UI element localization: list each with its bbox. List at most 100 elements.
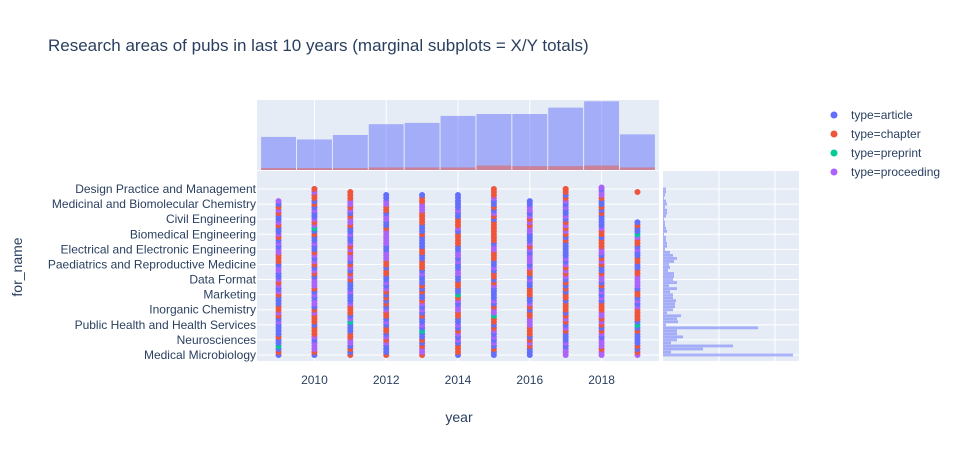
legend-marker (831, 112, 838, 119)
legend-marker (831, 150, 838, 157)
marginal-y-bar (663, 339, 677, 342)
marginal-y-bar (663, 191, 666, 194)
marginal-y-bar (663, 245, 667, 248)
marginal-y-bar (663, 224, 665, 227)
marginal-y-bar (663, 263, 669, 266)
marginal-y-bar (663, 206, 665, 209)
marginal-y-bar (663, 239, 666, 242)
marginal-x-bar-article (476, 114, 511, 170)
x-tick-label: 2014 (445, 373, 472, 387)
marginal-x-bar-article (584, 101, 619, 170)
marginal-y-bar (663, 221, 665, 224)
marginal-x-bar-chapter (333, 168, 368, 170)
data-point (455, 192, 461, 198)
marginal-y-bar (663, 287, 677, 290)
marginal-y-bar (663, 248, 665, 251)
chart-title: Research areas of pubs in last 10 years … (48, 36, 589, 55)
marginal-x-bar-article (441, 116, 476, 170)
marginal-y-bar (663, 188, 666, 191)
marginal-y-bar (663, 345, 733, 348)
marginal-y-bar (663, 314, 681, 317)
marginal-y-bar (663, 257, 677, 260)
marginal-y-bar (663, 200, 666, 203)
marginal-y-bar (663, 278, 673, 281)
marginal-x-bar-article (548, 108, 583, 170)
marginal-y-bar (663, 351, 671, 354)
marginal-x-bar-chapter (512, 166, 547, 170)
legend: type=article type=chapter type=preprint typ… (831, 108, 941, 179)
marginal-y-bar (663, 302, 675, 305)
marginal-x-bar-article (369, 124, 404, 170)
marginal-y-bar (663, 335, 683, 338)
data-point (491, 186, 497, 192)
legend-marker (831, 169, 838, 176)
x-axis-ticks: 2010 2012 2014 2016 2018 (301, 373, 615, 387)
marginal-y-bar (663, 317, 677, 320)
marginal-y-bar (663, 242, 667, 245)
marginal-y-bar (663, 332, 677, 335)
data-point (311, 186, 317, 192)
marginal-y-bar (663, 299, 676, 302)
y-tick-label: Public Health and Health Services (75, 318, 256, 332)
marginal-x-bar-article (620, 134, 655, 170)
y-tick-label: Electrical and Electronic Engineering (61, 242, 256, 256)
marginal-y-bar (663, 342, 671, 345)
y-tick-label: Neurosciences (177, 333, 256, 347)
data-point (634, 219, 640, 225)
marginal-y-bar (663, 236, 666, 239)
x-tick-label: 2016 (516, 373, 543, 387)
y-tick-label: Civil Engineering (166, 212, 256, 226)
marginal-x-bar-article (261, 137, 296, 170)
data-point (419, 192, 425, 198)
marginal-x-bar-chapter (369, 167, 404, 170)
marginal-y-bar (663, 311, 667, 314)
marginal-y-bar (663, 284, 669, 287)
data-point (599, 184, 605, 190)
marginal-y-bar (663, 354, 793, 357)
x-tick-label: 2010 (301, 373, 328, 387)
marginal-y-bar (663, 197, 664, 200)
marginal-x-bar-chapter (548, 166, 583, 170)
marginal-y-bar (663, 320, 678, 323)
y-axis-ticks: Design Practice and ManagementMedicinal … (48, 182, 257, 362)
legend-label: type=proceeding (851, 165, 940, 179)
legend-label: type=preprint (851, 146, 922, 160)
marginal-x-bar-article (297, 139, 332, 170)
marginal-y-bar (663, 212, 667, 215)
data-point (383, 192, 389, 198)
legend-marker (831, 131, 838, 138)
marginal-y-bar (663, 296, 673, 299)
data-point (527, 198, 533, 204)
main-scatter-plot: 2010 2012 2014 2016 2018 Design Practice and… (48, 171, 659, 387)
marginal-x-bar-chapter (620, 167, 655, 170)
legend-label: type=chapter (851, 127, 921, 141)
marginal-y-bar (663, 290, 670, 293)
x-axis-title: year (445, 409, 473, 425)
marginal-x-bar-chapter (297, 168, 332, 170)
marginal-x-plot (257, 100, 659, 170)
marginal-y-bar (663, 230, 667, 233)
marginal-y-background (663, 171, 799, 361)
marginal-y-bar (663, 215, 666, 218)
data-point (276, 198, 282, 204)
marginal-y-bar (663, 251, 670, 254)
marginal-y-bar (663, 218, 664, 221)
data-point (347, 189, 353, 195)
marginal-y-bar (663, 308, 673, 311)
y-tick-label: Marketing (203, 288, 256, 302)
x-tick-label: 2012 (373, 373, 400, 387)
legend-label: type=article (851, 108, 913, 122)
marginal-y-bar (663, 260, 674, 263)
marginal-y-bar (663, 272, 674, 275)
marginal-y-bar (663, 254, 673, 257)
marginal-y-bar (663, 348, 703, 351)
marginal-y-bar (663, 326, 758, 329)
y-tick-label: Paediatrics and Reproductive Medicine (48, 257, 256, 271)
marginal-y-plot (663, 171, 799, 361)
marginal-y-bar (663, 293, 673, 296)
marginal-y-bar (663, 227, 666, 230)
x-tick-label: 2018 (588, 373, 615, 387)
y-tick-label: Medical Microbiology (144, 348, 256, 362)
y-tick-label: Inorganic Chemistry (149, 303, 256, 317)
